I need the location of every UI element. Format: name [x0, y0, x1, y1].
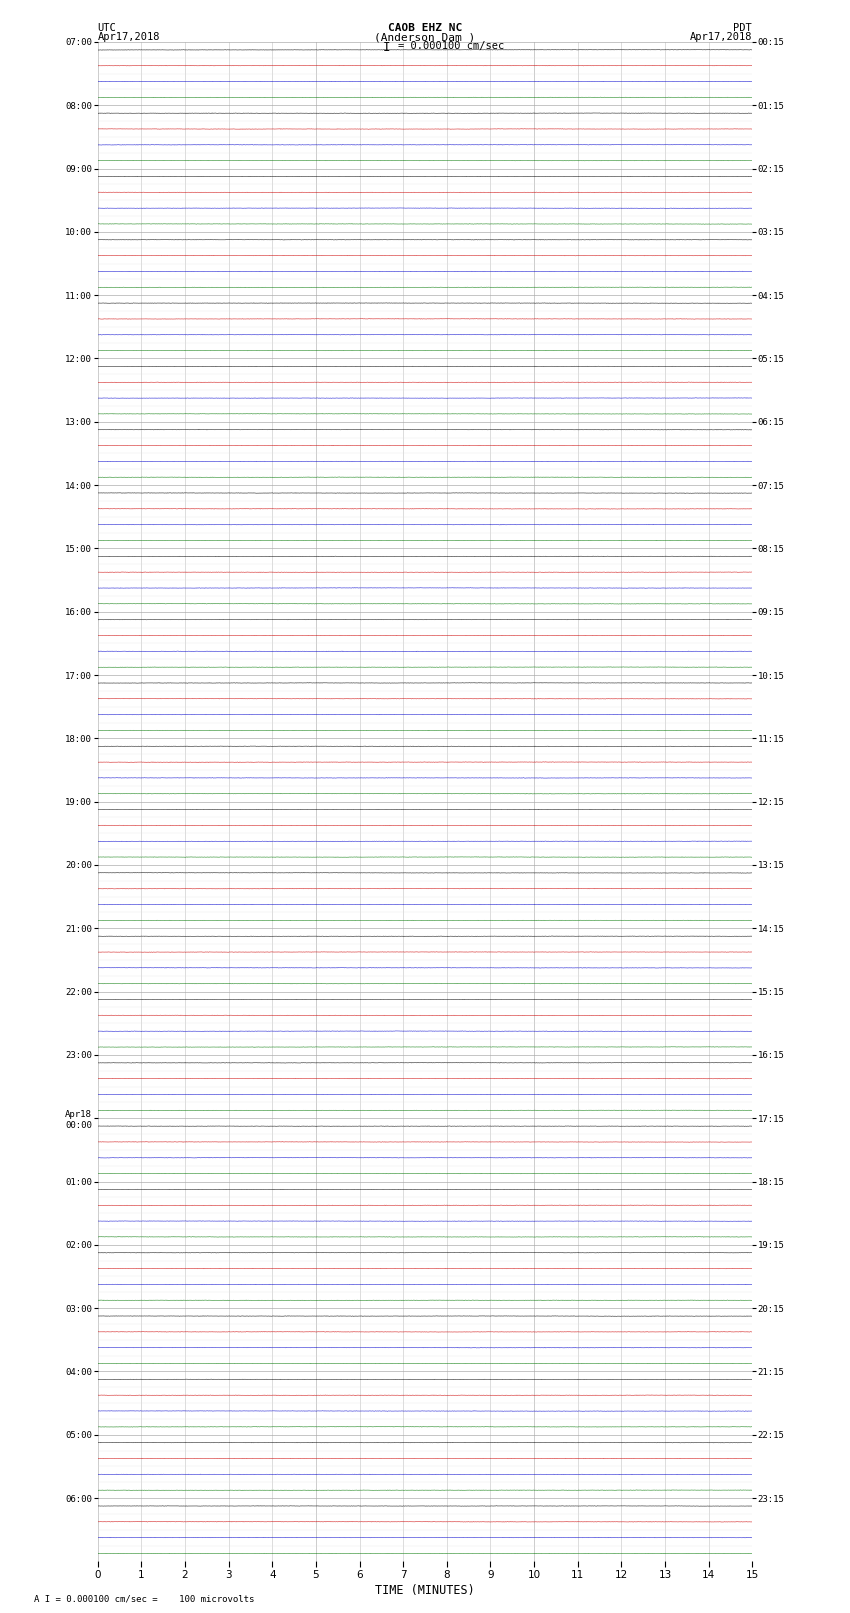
Text: = 0.000100 cm/sec: = 0.000100 cm/sec — [398, 40, 504, 52]
Text: UTC: UTC — [98, 24, 116, 34]
Text: Apr17,2018: Apr17,2018 — [98, 32, 161, 42]
Text: CAOB EHZ NC: CAOB EHZ NC — [388, 24, 462, 34]
X-axis label: TIME (MINUTES): TIME (MINUTES) — [375, 1584, 475, 1597]
Text: PDT: PDT — [734, 24, 752, 34]
Text: A I = 0.000100 cm/sec =    100 microvolts: A I = 0.000100 cm/sec = 100 microvolts — [34, 1594, 254, 1603]
Text: I: I — [383, 40, 390, 55]
Text: (Anderson Dam ): (Anderson Dam ) — [374, 32, 476, 42]
Text: Apr17,2018: Apr17,2018 — [689, 32, 752, 42]
